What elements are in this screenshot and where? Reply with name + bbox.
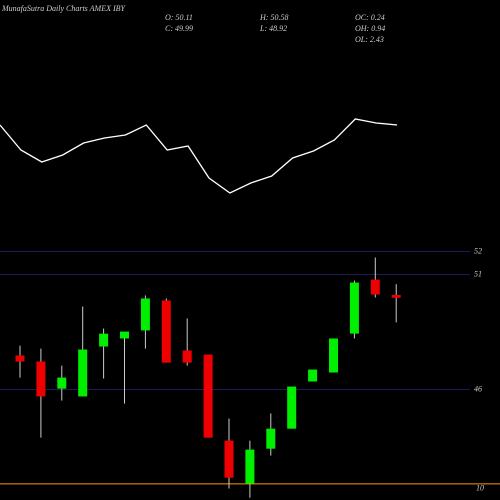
chart-title: MunafaSutra Daily Charts AMEX IBY	[1, 4, 127, 13]
y-tick-label: 46	[474, 384, 482, 393]
candle-body	[36, 361, 46, 397]
reference-label: 10	[476, 484, 484, 493]
stat: OL: 2.43	[355, 35, 384, 44]
candle-body	[308, 369, 318, 382]
candle-body	[203, 354, 213, 438]
candle-body	[266, 428, 276, 449]
stat: OC: 0.24	[355, 13, 385, 22]
candle-body	[370, 279, 380, 295]
candle-body	[161, 300, 171, 363]
candle-body	[224, 440, 234, 478]
y-tick-label: 51	[474, 269, 482, 278]
candle-body	[182, 350, 192, 363]
candle-body	[287, 386, 297, 429]
stat: O: 50.11	[165, 13, 193, 22]
candle-body	[349, 282, 359, 334]
stat: OH: 0.94	[355, 24, 385, 33]
y-tick-label: 52	[474, 246, 482, 255]
candle-body	[245, 449, 255, 484]
stat: H: 50.58	[259, 13, 288, 22]
candle-body	[120, 331, 129, 339]
indicator-line	[0, 118, 398, 194]
candle-body	[57, 377, 67, 389]
candle-body	[99, 333, 109, 347]
candle-body	[391, 294, 401, 298]
stat: L: 48.92	[259, 24, 287, 33]
stat: C: 49.99	[165, 24, 193, 33]
candle-body	[15, 355, 25, 362]
candle-body	[78, 349, 88, 397]
candle-body	[329, 338, 338, 373]
candle-body	[140, 298, 150, 331]
